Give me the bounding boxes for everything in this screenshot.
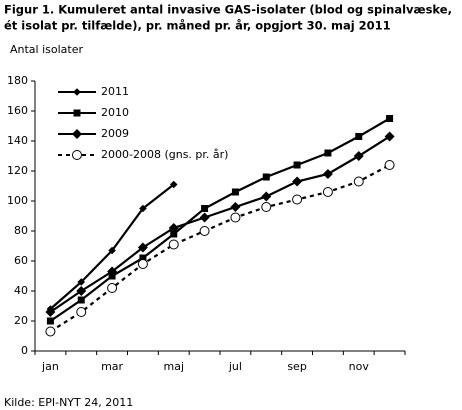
y-tick-label: 120 (7, 164, 28, 177)
marker (139, 254, 147, 262)
y-tick-label: 80 (14, 224, 28, 237)
marker (201, 205, 209, 212)
marker (107, 266, 118, 277)
x-tick-label: jan (41, 360, 59, 373)
marker (168, 223, 179, 233)
marker (199, 226, 210, 236)
marker (169, 180, 178, 189)
y-tick-label: 160 (7, 104, 28, 117)
x-tick-label: mar (101, 360, 123, 373)
marker (137, 259, 148, 269)
marker (292, 176, 303, 187)
legend-label: 2010 (101, 106, 129, 119)
legend-label: 2009 (101, 127, 129, 140)
marker (77, 296, 85, 304)
marker (261, 191, 272, 202)
y-axis-label: Antal isolater (10, 43, 83, 56)
marker (353, 151, 364, 161)
marker (262, 173, 270, 181)
legend-marker (73, 109, 81, 117)
marker (108, 246, 116, 255)
marker (139, 204, 147, 213)
legend-marker (73, 88, 81, 96)
series-line (49, 117, 391, 322)
marker (231, 188, 239, 196)
y-tick-label: 100 (7, 194, 28, 207)
marker (76, 307, 87, 317)
marker (137, 242, 148, 253)
x-tick-label: nov (349, 360, 370, 373)
marker (322, 187, 333, 197)
legend-label: 2000-2008 (gns. pr. år) (101, 148, 228, 161)
marker (292, 194, 303, 205)
marker (170, 230, 178, 238)
series-line (49, 164, 391, 333)
y-tick-label: 180 (7, 74, 28, 87)
y-tick-label: 0 (21, 344, 28, 357)
legend-marker (72, 129, 82, 139)
x-tick-label: maj (163, 360, 184, 373)
y-tick-label: 20 (14, 314, 28, 327)
y-tick-label: 60 (14, 254, 28, 267)
marker (355, 133, 363, 140)
marker (353, 176, 364, 187)
marker (261, 202, 272, 212)
marker (45, 307, 56, 317)
x-tick-label: jul (228, 360, 242, 373)
marker (77, 278, 86, 286)
marker (386, 115, 394, 122)
marker (384, 131, 395, 142)
marker (293, 161, 301, 169)
marker (76, 286, 87, 296)
x-tick-label: sep (287, 360, 306, 373)
chart-title: Figur 1. Kumuleret antal invasive GAS-is… (4, 3, 452, 17)
marker (230, 202, 241, 212)
series-line (49, 135, 391, 313)
marker (384, 160, 395, 170)
marker (168, 239, 179, 250)
marker (324, 149, 332, 157)
marker (322, 169, 333, 179)
marker (230, 212, 241, 223)
y-tick-label: 40 (14, 284, 28, 297)
marker (199, 212, 210, 223)
marker (45, 326, 56, 337)
legend-marker (72, 150, 82, 160)
legend-label: 2011 (101, 85, 129, 98)
chart-title: ét isolat pr. tilfælde), pr. måned pr. å… (4, 19, 391, 33)
source: Kilde: EPI-NYT 24, 2011 (4, 396, 133, 409)
marker (46, 317, 54, 325)
marker (107, 283, 118, 293)
y-tick-label: 140 (7, 134, 28, 147)
